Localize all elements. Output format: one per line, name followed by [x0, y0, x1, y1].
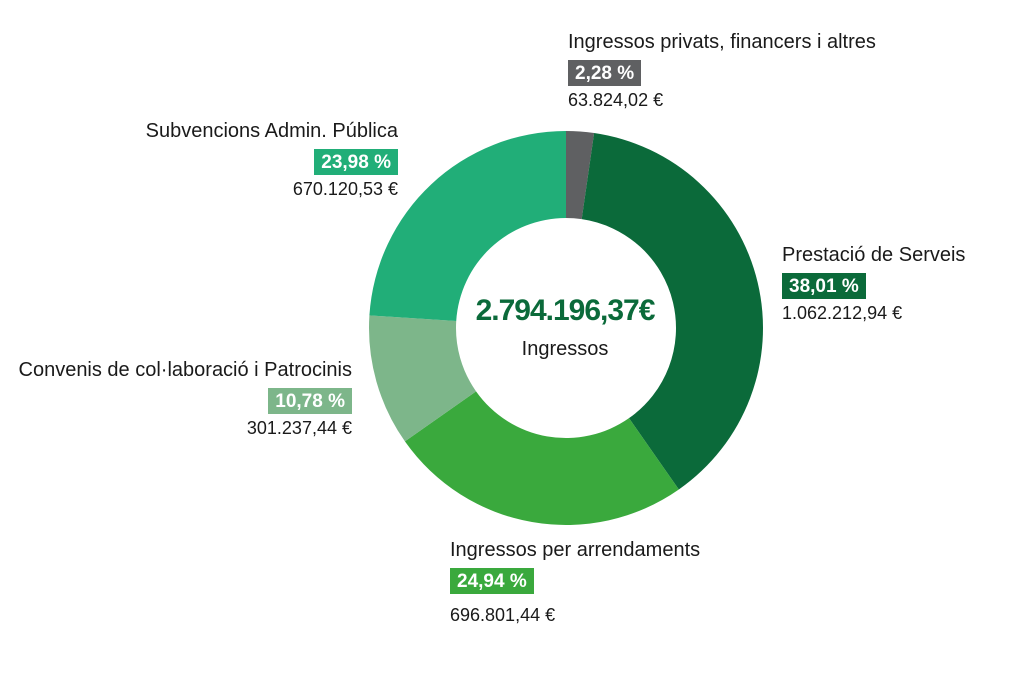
legend-item-convenis: Convenis de col·laboració i Patrocinis 1… — [18, 359, 353, 438]
amount-label: 696.801,44 € — [450, 605, 556, 625]
percent-badge: 23,98 % — [314, 149, 398, 175]
percent-badge: 24,94 % — [450, 568, 534, 594]
percent-badge: 10,78 % — [268, 388, 352, 414]
amount-label: 63.824,02 € — [568, 90, 664, 110]
center-label: Ingressos — [521, 338, 609, 360]
legend-item-privats: Ingressos privats, financers i altres 2,… — [568, 32, 876, 109]
percent-badge: 2,28 % — [568, 60, 642, 86]
amount-label: 1.062.212,94 € — [782, 303, 903, 323]
donut-slice-0 — [566, 131, 595, 220]
legend-name: Prestació de Serveis — [782, 244, 966, 266]
legend-name: Ingressos per arrendaments — [450, 539, 701, 561]
legend-item-prestacio: Prestació de Serveis 38,01 % 1.062.212,9… — [782, 245, 965, 322]
donut-slice-3 — [368, 315, 477, 442]
legend-name: Convenis de col·laboració i Patrocinis — [18, 359, 353, 381]
legend-name: Subvencions Admin. Pública — [145, 120, 398, 142]
legend-item-subvencions: Subvencions Admin. Pública 23,98 % 670.1… — [146, 121, 398, 198]
donut-slice-4 — [369, 131, 566, 321]
donut-slice-2 — [404, 391, 679, 525]
amount-label: 670.120,53 € — [292, 179, 398, 199]
amount-label: 301.237,44 € — [246, 418, 352, 438]
percent-badge: 38,01 % — [782, 273, 866, 299]
center-total: 2.794.196,37€ — [475, 294, 656, 327]
legend-item-arrendaments: Ingressos per arrendaments 24,94 % 696.8… — [450, 540, 700, 624]
legend-name: Ingressos privats, financers i altres — [568, 31, 876, 53]
donut-slice-1 — [581, 133, 763, 490]
